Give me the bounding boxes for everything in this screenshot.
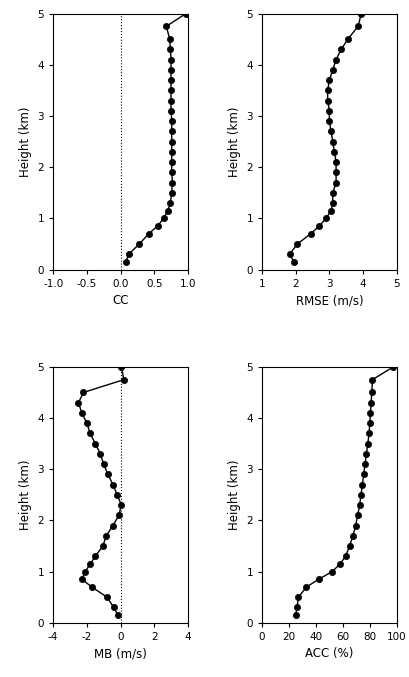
Y-axis label: Height (km): Height (km) xyxy=(19,106,32,177)
X-axis label: CC: CC xyxy=(112,294,129,307)
X-axis label: ACC (%): ACC (%) xyxy=(305,647,353,661)
X-axis label: RMSE (m/s): RMSE (m/s) xyxy=(296,294,363,307)
Y-axis label: Height (km): Height (km) xyxy=(19,460,32,530)
Y-axis label: Height (km): Height (km) xyxy=(228,106,241,177)
X-axis label: MB (m/s): MB (m/s) xyxy=(94,647,147,661)
Y-axis label: Height (km): Height (km) xyxy=(228,460,241,530)
